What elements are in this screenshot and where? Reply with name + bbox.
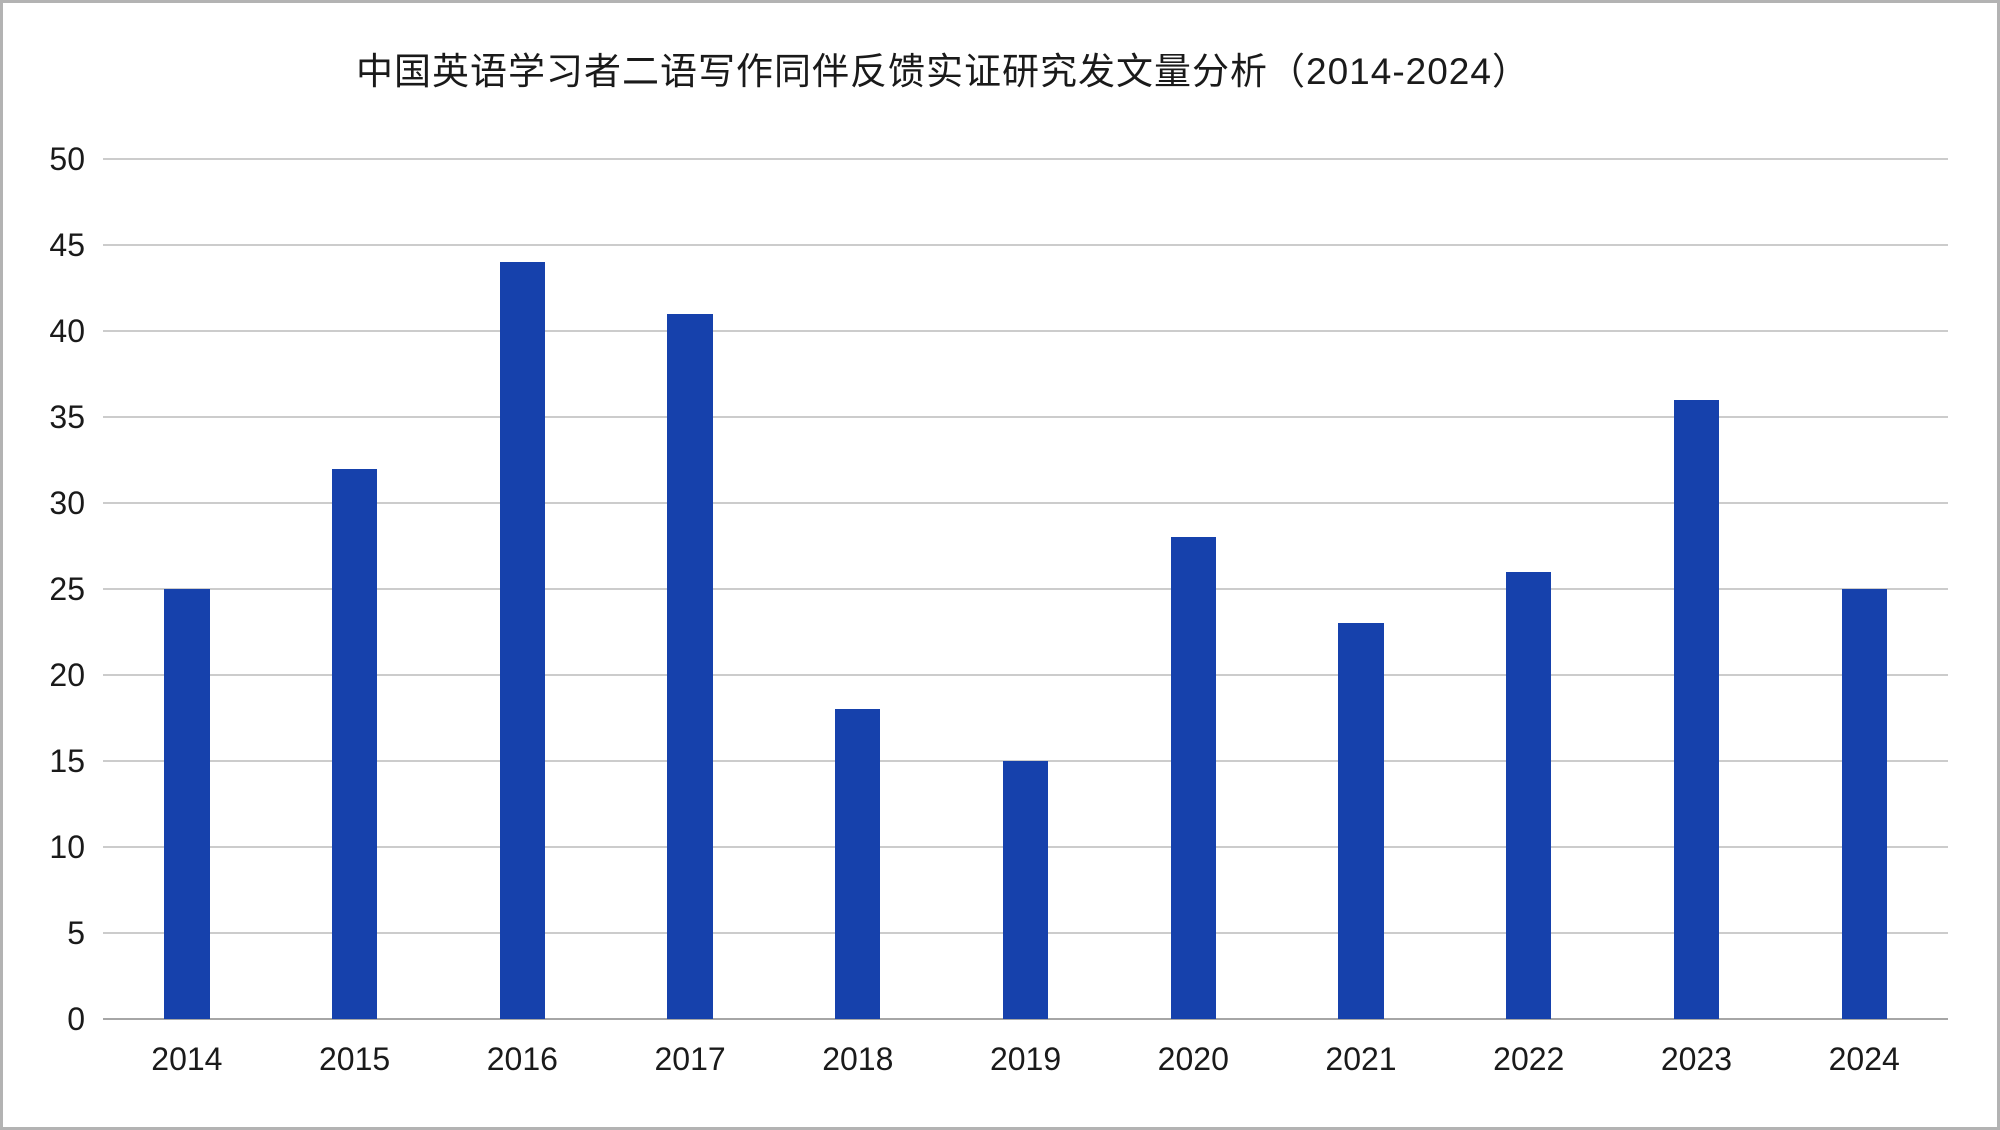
bar-slot-2023 — [1613, 159, 1781, 1019]
x-tick-label-2023: 2023 — [1660, 1041, 1733, 1077]
y-tick-label-15: 15 — [49, 743, 85, 779]
y-axis-tick-labels: 0 5 10 15 20 25 30 35 40 45 50 — [3, 143, 85, 1035]
bar-2024 — [1841, 589, 1887, 1019]
y-tick-label-35: 35 — [49, 399, 85, 435]
x-tick-label-2014: 2014 — [151, 1041, 223, 1077]
x-tick-label-2016: 2016 — [486, 1041, 558, 1077]
bar-2015 — [331, 468, 378, 1019]
bar-2020 — [1170, 537, 1216, 1019]
x-axis-tick-labels: 2014 2015 2016 2017 2018 2019 2020 2021 2022 2023… — [103, 1041, 1948, 1078]
y-tick-label-5: 5 — [67, 915, 85, 951]
y-tick-label-20: 20 — [49, 657, 85, 693]
bar-2014 — [164, 589, 210, 1019]
chart-title: 中国英语学习者二语写作同伴反馈实证研究发文量分析（2014-2024） — [356, 51, 1530, 92]
plot-area — [103, 158, 1948, 1020]
bar-slot-2014 — [103, 159, 271, 1019]
bar-2019 — [1002, 761, 1049, 1019]
x-tick-label-2017: 2017 — [654, 1041, 726, 1077]
x-tick-label-2021: 2021 — [1325, 1041, 1397, 1077]
y-tick-label-45: 45 — [49, 227, 85, 263]
gridline-40 — [103, 330, 1948, 332]
bar-2017 — [667, 313, 713, 1019]
gridline-35 — [103, 416, 1948, 418]
x-tick-label-2015: 2015 — [319, 1041, 391, 1077]
bar-slot-2017 — [606, 159, 774, 1019]
bar-slot-2022 — [1445, 159, 1613, 1019]
x-tick-label-2022: 2022 — [1493, 1041, 1565, 1077]
gridline-20 — [103, 674, 1948, 676]
bar-2021 — [1338, 623, 1384, 1019]
gridline-25 — [103, 588, 1948, 590]
y-tick-label-40: 40 — [49, 313, 85, 349]
bar-2022 — [1506, 571, 1552, 1019]
bar-slot-2024 — [1780, 159, 1948, 1019]
bar-slot-2015 — [271, 159, 439, 1019]
bar-series — [103, 159, 1948, 1019]
y-tick-label-50: 50 — [49, 141, 85, 177]
bar-slot-2018 — [774, 159, 942, 1019]
bar-slot-2020 — [1109, 159, 1277, 1019]
y-tick-label-30: 30 — [49, 485, 85, 521]
bar-2016 — [499, 262, 545, 1019]
gridline-45 — [103, 244, 1948, 246]
x-tick-label-2019: 2019 — [989, 1041, 1062, 1077]
bar-slot-2019 — [942, 159, 1110, 1019]
bar-2018 — [835, 709, 881, 1019]
gridline-30 — [103, 502, 1948, 504]
bar-slot-2016 — [438, 159, 606, 1019]
x-tick-label-2024: 2024 — [1828, 1041, 1900, 1077]
gridline-50 — [103, 158, 1948, 160]
x-tick-label-2018: 2018 — [822, 1041, 894, 1077]
y-tick-label-25: 25 — [49, 571, 85, 607]
bar-2023 — [1673, 399, 1720, 1019]
y-tick-label-10: 10 — [49, 829, 85, 865]
gridline-0 — [103, 1018, 1948, 1020]
x-tick-label-2020: 2020 — [1157, 1041, 1229, 1077]
y-tick-label-0: 0 — [67, 1001, 85, 1037]
bar-slot-2021 — [1277, 159, 1445, 1019]
